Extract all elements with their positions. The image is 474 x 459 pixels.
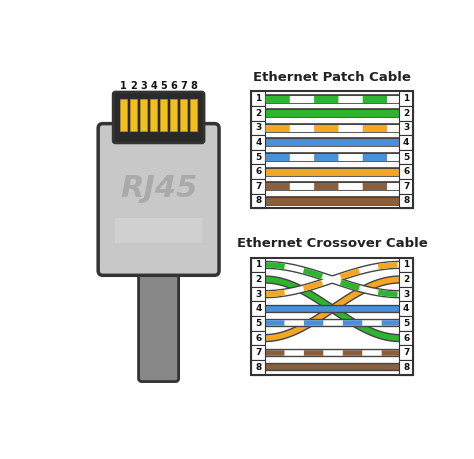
Text: 7: 7 — [403, 348, 410, 357]
Bar — [251, 345, 265, 360]
Bar — [399, 121, 413, 135]
Text: 1: 1 — [255, 94, 262, 103]
Bar — [251, 257, 413, 375]
Text: 8: 8 — [403, 196, 409, 206]
Bar — [251, 121, 265, 135]
Bar — [399, 194, 413, 208]
Text: 2: 2 — [403, 109, 409, 118]
Text: 8: 8 — [403, 363, 409, 372]
Bar — [251, 272, 265, 287]
Text: 4: 4 — [150, 81, 157, 91]
Bar — [399, 179, 413, 194]
Bar — [160, 99, 167, 131]
Bar — [251, 360, 265, 375]
Text: 3: 3 — [403, 123, 409, 132]
Text: 3: 3 — [255, 290, 262, 299]
Bar — [251, 302, 265, 316]
Text: 8: 8 — [190, 81, 197, 91]
Bar — [399, 331, 413, 345]
Bar — [399, 360, 413, 375]
Text: 7: 7 — [180, 81, 187, 91]
Bar — [120, 99, 127, 131]
Text: 4: 4 — [255, 138, 262, 147]
Text: 7: 7 — [403, 182, 410, 191]
Bar — [170, 99, 177, 131]
Bar — [399, 287, 413, 302]
Bar — [399, 106, 413, 121]
Text: 8: 8 — [255, 363, 262, 372]
Bar — [399, 150, 413, 164]
Bar — [251, 91, 265, 106]
Text: 7: 7 — [255, 182, 262, 191]
Bar — [251, 164, 265, 179]
Text: 7: 7 — [255, 348, 262, 357]
Bar — [140, 99, 147, 131]
Bar — [399, 135, 413, 150]
Bar — [115, 218, 202, 243]
Bar — [251, 194, 265, 208]
Text: 5: 5 — [255, 152, 262, 162]
Bar — [399, 91, 413, 106]
Bar — [180, 99, 187, 131]
Text: 1: 1 — [403, 94, 409, 103]
Bar — [251, 106, 265, 121]
FancyBboxPatch shape — [98, 123, 219, 275]
Bar — [251, 316, 265, 331]
Text: 4: 4 — [403, 304, 410, 313]
Text: 2: 2 — [130, 81, 137, 91]
Bar — [399, 257, 413, 272]
Text: 4: 4 — [403, 138, 410, 147]
Text: 3: 3 — [140, 81, 147, 91]
Text: RJ45: RJ45 — [120, 174, 197, 202]
Text: Ethernet Patch Cable: Ethernet Patch Cable — [253, 71, 411, 84]
Text: 3: 3 — [255, 123, 262, 132]
Bar — [251, 135, 265, 150]
Bar — [251, 91, 413, 208]
Text: 2: 2 — [255, 275, 262, 284]
Text: 5: 5 — [255, 319, 262, 328]
Bar — [399, 316, 413, 331]
Text: 8: 8 — [255, 196, 262, 206]
Text: 6: 6 — [403, 167, 409, 176]
Text: 1: 1 — [403, 260, 409, 269]
Text: 6: 6 — [403, 334, 409, 342]
Text: 3: 3 — [403, 290, 409, 299]
Text: 6: 6 — [255, 334, 262, 342]
FancyBboxPatch shape — [138, 260, 179, 381]
Text: 6: 6 — [255, 167, 262, 176]
Bar — [251, 179, 265, 194]
Bar — [150, 99, 157, 131]
Bar — [130, 99, 137, 131]
Text: Ethernet Crossover Cable: Ethernet Crossover Cable — [237, 237, 428, 250]
Bar — [251, 287, 265, 302]
FancyBboxPatch shape — [113, 92, 204, 143]
Text: 4: 4 — [255, 304, 262, 313]
Text: 2: 2 — [255, 109, 262, 118]
Text: 2: 2 — [403, 275, 409, 284]
Text: 1: 1 — [255, 260, 262, 269]
Text: 5: 5 — [403, 319, 409, 328]
Bar — [399, 302, 413, 316]
Bar — [190, 99, 197, 131]
Text: 1: 1 — [120, 81, 127, 91]
Bar — [399, 272, 413, 287]
Text: 6: 6 — [170, 81, 177, 91]
Bar — [399, 345, 413, 360]
Bar — [251, 150, 265, 164]
Text: 5: 5 — [160, 81, 167, 91]
Bar — [251, 257, 265, 272]
Text: 5: 5 — [403, 152, 409, 162]
Bar — [251, 331, 265, 345]
Bar — [399, 164, 413, 179]
